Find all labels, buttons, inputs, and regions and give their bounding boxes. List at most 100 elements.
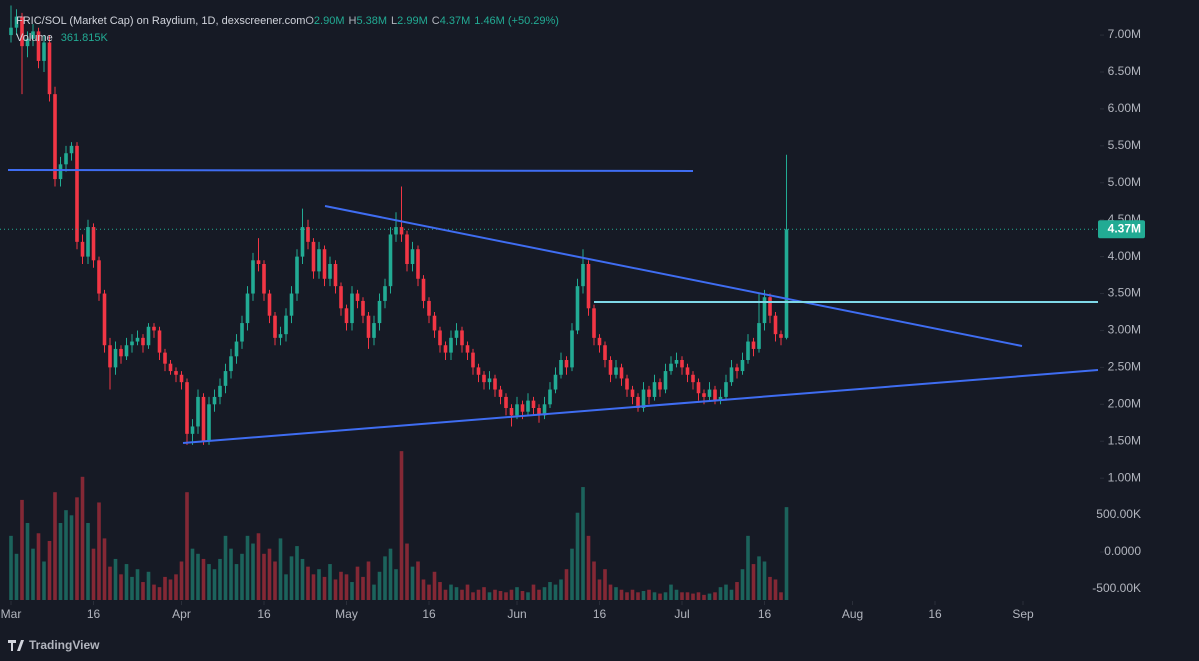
- volume-bar: [465, 584, 470, 600]
- volume-legend: Volume 361.815K: [16, 32, 108, 44]
- candle-body: [515, 404, 519, 416]
- candle-body: [344, 308, 349, 324]
- candle-body: [256, 260, 261, 264]
- volume-bar: [251, 543, 255, 600]
- candle-body: [592, 308, 596, 338]
- volume-bar: [91, 548, 96, 600]
- volume-bar: [295, 546, 299, 600]
- volume-bar: [25, 523, 30, 600]
- candle-body: [75, 145, 79, 242]
- candle-body: [432, 315, 437, 331]
- volume-bar: [751, 564, 756, 600]
- candle-body: [691, 374, 695, 383]
- volume-bar: [443, 589, 448, 600]
- volume-bar: [361, 576, 365, 600]
- candle-body: [339, 286, 343, 309]
- candle-body: [295, 256, 299, 294]
- volume-bar: [487, 592, 492, 600]
- candle-body: [399, 227, 404, 235]
- candle-body: [311, 241, 316, 272]
- volume-bar: [416, 561, 420, 600]
- volume-bar: [234, 564, 239, 600]
- volume-bar: [245, 535, 250, 600]
- volume-bar: [273, 561, 277, 600]
- y-tick-label: -500.00K: [1092, 581, 1141, 595]
- volume-bar: [212, 569, 217, 600]
- volume-bar: [779, 592, 783, 600]
- volume-bar: [75, 497, 79, 600]
- volume-bar: [454, 587, 459, 600]
- candle-body: [47, 42, 52, 95]
- volume-bar: [135, 569, 140, 600]
- volume-bar: [58, 523, 63, 600]
- candle-body: [658, 382, 662, 390]
- candle-body: [317, 249, 321, 272]
- candle-body: [685, 367, 690, 375]
- volume-bar: [669, 584, 673, 600]
- trend-line: [182, 369, 1099, 444]
- volume-bar: [438, 582, 442, 600]
- ohlc-key: H: [349, 15, 357, 27]
- candle-body: [509, 408, 514, 416]
- y-tick-label: 7.00M: [1108, 27, 1141, 41]
- volume-bar: [383, 556, 387, 600]
- branding: TradingView: [8, 638, 100, 652]
- volume-bar: [102, 538, 107, 600]
- volume-bar: [300, 558, 305, 600]
- volume-bar: [630, 589, 635, 600]
- candle-body: [284, 315, 288, 335]
- candle-body: [410, 249, 415, 264]
- volume-bar: [531, 584, 536, 600]
- volume-bar: [201, 558, 206, 600]
- plot-area: [0, 5, 1100, 600]
- volume-bar: [597, 579, 602, 600]
- volume-bar: [641, 591, 646, 600]
- volume-bar: [152, 584, 156, 600]
- candle-body: [757, 323, 761, 349]
- volume-bar: [146, 571, 151, 600]
- candle-body: [383, 286, 387, 301]
- candle-body: [240, 323, 244, 342]
- candle-body: [476, 367, 481, 375]
- candle-body: [531, 400, 536, 408]
- y-tick-label: 3.50M: [1108, 286, 1141, 300]
- candle-body: [603, 345, 607, 360]
- volume-bar: [784, 507, 789, 600]
- ohlc-key: C: [432, 15, 440, 27]
- volume-name: Volume: [16, 32, 53, 44]
- candle-body: [735, 367, 739, 372]
- candle-body: [218, 385, 222, 397]
- volume-bar: [647, 589, 651, 600]
- candle-body: [438, 330, 442, 346]
- candle-body: [449, 337, 453, 353]
- y-tick-label: 0.0000: [1104, 544, 1141, 558]
- y-tick-label: 4.00M: [1108, 249, 1141, 263]
- volume-bar: [218, 558, 222, 600]
- volume-bar: [410, 566, 415, 600]
- volume-bar: [317, 569, 321, 600]
- volume-bar: [196, 553, 200, 600]
- volume-bar: [680, 592, 684, 600]
- volume-bar: [570, 548, 574, 600]
- candle-body: [14, 16, 19, 28]
- y-tick-label: 6.00M: [1108, 101, 1141, 115]
- volume-bar: [757, 556, 761, 600]
- candle-body: [559, 360, 563, 375]
- volume-bar: [625, 592, 629, 600]
- candle-body: [267, 293, 272, 316]
- volume-bar: [658, 593, 662, 600]
- candle-body: [108, 345, 112, 368]
- candle-body: [179, 374, 184, 383]
- volume-bar: [53, 492, 57, 600]
- volume-bar: [460, 589, 464, 600]
- candle-body: [152, 326, 156, 331]
- candle-body: [9, 27, 13, 36]
- volume-bar: [707, 593, 712, 600]
- volume-bar: [482, 587, 486, 600]
- candle-body: [20, 16, 24, 47]
- candle-body: [163, 352, 167, 364]
- candle-body: [779, 334, 783, 338]
- volume-bar: [86, 523, 90, 600]
- volume-bar: [674, 589, 679, 600]
